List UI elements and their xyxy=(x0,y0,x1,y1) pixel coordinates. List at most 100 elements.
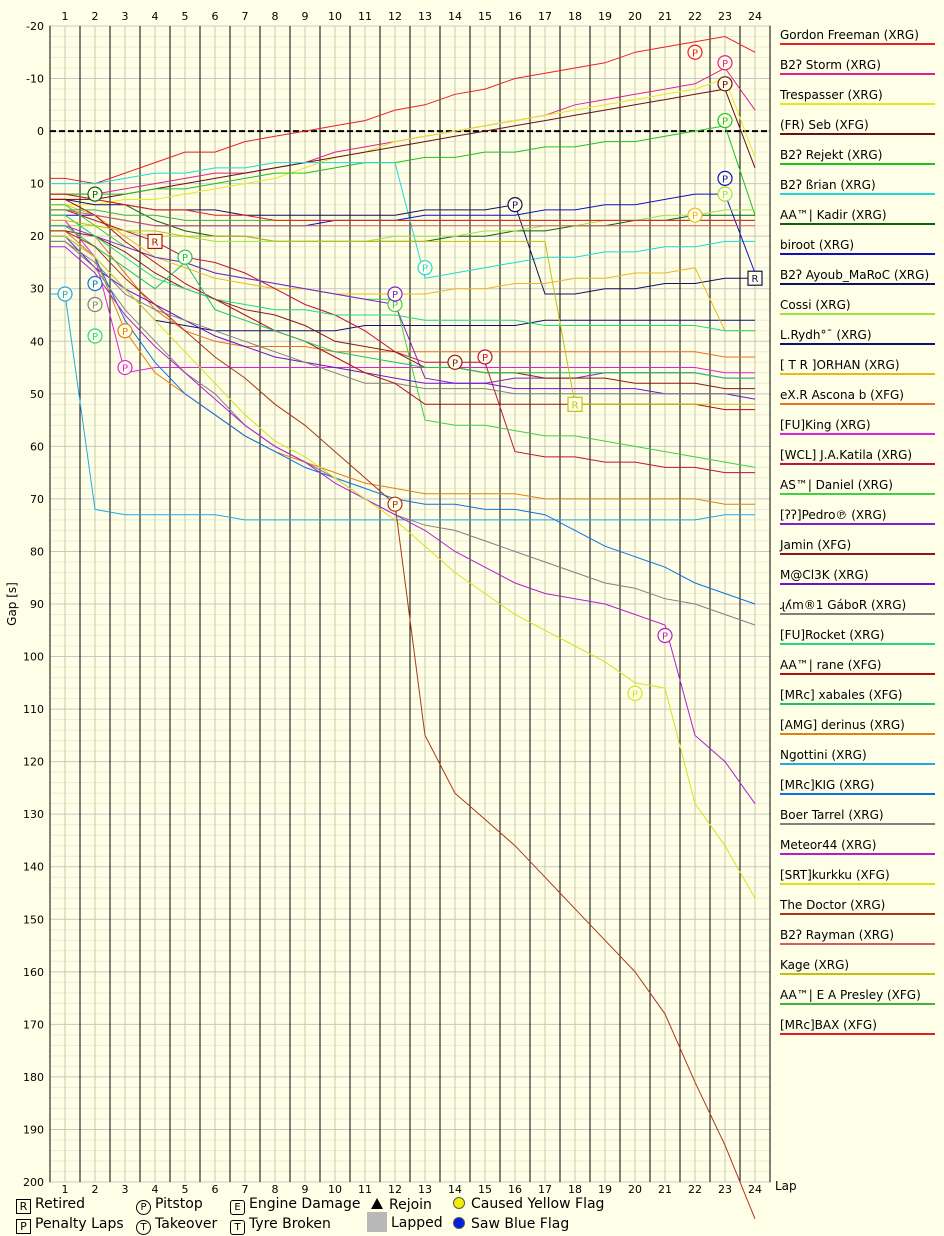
x-tick-label-top: 10 xyxy=(328,10,342,23)
key-retired-label: Retired xyxy=(35,1196,86,1212)
key-penalty-laps-label: Penalty Laps xyxy=(35,1216,124,1232)
pitstop-marker: P xyxy=(717,170,733,186)
legend-swatch xyxy=(780,103,935,105)
legend-label: [MRc]KIG (XRG) xyxy=(780,778,875,792)
y-tick-label: -20 xyxy=(26,20,44,33)
legend-item: [SRT]kurkku (XFG) xyxy=(780,868,936,898)
rejoin-triangle-icon xyxy=(371,1198,383,1209)
x-tick-label-bottom: 6 xyxy=(212,1183,219,1196)
x-tick-label-bottom: 5 xyxy=(182,1183,189,1196)
legend-swatch xyxy=(780,583,935,585)
series-line xyxy=(50,246,756,804)
y-tick-label: 30 xyxy=(30,283,44,296)
legend-item: AA™| Kadir (XRG) xyxy=(780,208,936,238)
marker-glyph: P xyxy=(692,48,698,59)
pitstop-marker-circle xyxy=(627,685,643,701)
legend-swatch xyxy=(780,793,935,795)
legend-swatch xyxy=(780,673,935,675)
x-tick-label-top: 18 xyxy=(568,10,582,23)
legend-swatch xyxy=(780,853,935,855)
pitstop-marker-circle xyxy=(387,496,403,512)
key-saw-blue: Saw Blue Flag xyxy=(453,1216,569,1232)
y-tick-label: 10 xyxy=(30,178,44,191)
marker-glyph: P xyxy=(122,327,128,338)
key-retired: R Retired xyxy=(16,1196,85,1214)
x-tick-label-bottom: 1 xyxy=(62,1183,69,1196)
x-tick-label-bottom: 17 xyxy=(538,1183,552,1196)
legend-swatch xyxy=(780,943,935,945)
pitstop-marker: P xyxy=(177,249,193,265)
legend-label: The Doctor (XRG) xyxy=(780,898,886,912)
legend-swatch xyxy=(780,283,935,285)
legend-item: B2ʔ Rejekt (XRG) xyxy=(780,148,936,178)
y-tick-label: 180 xyxy=(23,1071,44,1084)
key-lapped-label: Lapped xyxy=(391,1215,443,1231)
series-line xyxy=(50,162,755,279)
legend-item: Cossi (XRG) xyxy=(780,298,936,328)
legend-swatch xyxy=(780,493,935,495)
legend-label: Jamin (XFG) xyxy=(780,538,852,552)
legend-swatch xyxy=(780,73,935,75)
pitstop-marker-circle xyxy=(447,354,463,370)
legend-item: eX.R Ascona b (XFG) xyxy=(780,388,936,418)
pitstop-marker-circle xyxy=(387,286,403,302)
legend-swatch xyxy=(780,343,935,345)
retired-marker-box xyxy=(147,233,163,250)
marker-glyph: P xyxy=(722,174,728,185)
retired-marker-box xyxy=(747,270,763,286)
y-tick-label: 100 xyxy=(23,651,44,664)
y-tick-label: 70 xyxy=(30,493,44,506)
series-line xyxy=(50,225,755,379)
pitstop-marker: P xyxy=(627,685,643,701)
key-penalty-laps: P Penalty Laps xyxy=(16,1216,124,1234)
legend-swatch xyxy=(780,463,935,465)
key-pitstop: P Pitstop xyxy=(136,1196,203,1215)
pitstop-marker-circle xyxy=(687,207,703,223)
retired-marker: R xyxy=(747,270,763,286)
legend-label: B2ʔ Rayman (XRG) xyxy=(780,928,895,942)
series-line xyxy=(50,77,756,206)
series-line xyxy=(50,230,755,505)
legend-swatch xyxy=(780,433,935,435)
legend-swatch xyxy=(780,553,935,555)
pitstop-marker: P xyxy=(387,496,403,512)
legend-label: [ T R ]ORHAN (XRG) xyxy=(780,358,900,372)
legend-label: [SRT]kurkku (XFG) xyxy=(780,868,890,882)
legend-item: B2ʔ ßrian (XRG) xyxy=(780,178,936,208)
legend-item: Trespasser (XRG) xyxy=(780,88,936,118)
pitstop-marker: P xyxy=(87,275,103,292)
legend-item: AA™| rane (XFG) xyxy=(780,658,936,688)
pitstop-marker: P xyxy=(507,197,523,213)
legend-item: [FU]King (XRG) xyxy=(780,418,936,448)
legend-item: L.Rydh°¯ (XRG) xyxy=(780,328,936,358)
y-tick-label: 140 xyxy=(23,861,44,874)
pitstop-marker-circle xyxy=(117,323,133,339)
tyre-broken-icon: T xyxy=(230,1220,245,1235)
legend-swatch xyxy=(780,253,935,255)
legend-label: Gordon Freeman (XRG) xyxy=(780,28,919,42)
legend-swatch xyxy=(780,913,935,915)
legend-swatch xyxy=(780,1003,935,1005)
x-tick-label-bottom: 4 xyxy=(152,1183,159,1196)
pitstop-marker-circle xyxy=(717,55,733,71)
legend-item: B2ʔ Storm (XRG) xyxy=(780,58,936,88)
pitstop-marker: P xyxy=(87,296,103,313)
y-tick-label: 60 xyxy=(30,440,44,453)
pitstop-marker: P xyxy=(687,207,703,223)
legend-swatch xyxy=(780,223,935,225)
marker-glyph: P xyxy=(692,211,698,222)
pitstop-marker-circle xyxy=(717,76,733,92)
pitstop-marker: P xyxy=(717,55,733,71)
legend-item: [ʔʔ]Pedro℗ (XRG) xyxy=(780,508,936,538)
legend-item: Ngottini (XRG) xyxy=(780,748,936,778)
y-tick-label: 120 xyxy=(23,756,44,769)
x-tick-label-top: 15 xyxy=(478,10,492,23)
x-tick-label-bottom: 2 xyxy=(92,1183,99,1196)
key-pitstop-label: Pitstop xyxy=(155,1196,203,1212)
legend-label: [FU]Rocket (XRG) xyxy=(780,628,885,642)
marker-glyph: P xyxy=(392,290,398,301)
legend-label: [MRc]BAX (XFG) xyxy=(780,1018,877,1032)
pitstop-marker-circle xyxy=(657,627,673,644)
legend-label: [MRc] xabales (XFG) xyxy=(780,688,903,702)
